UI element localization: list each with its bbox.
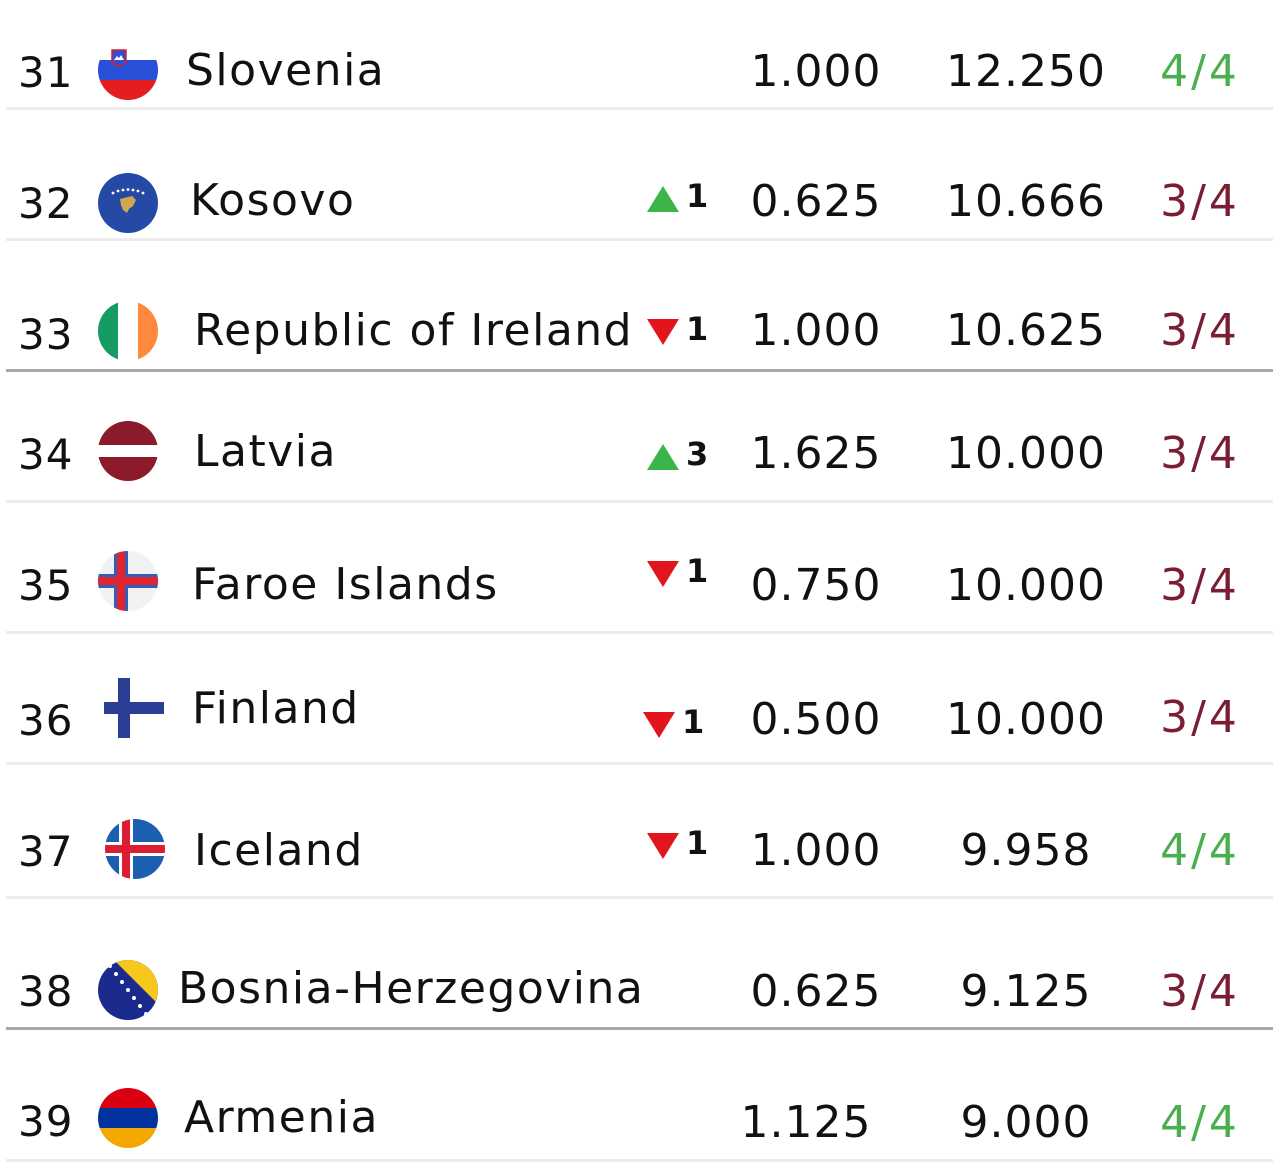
row-divider bbox=[6, 631, 1273, 634]
season-coefficient: 0.625 bbox=[750, 176, 882, 227]
movement-amount: 1 bbox=[682, 703, 705, 741]
season-coefficient: 0.625 bbox=[750, 966, 882, 1017]
total-coefficient: 9.125 bbox=[960, 966, 1092, 1017]
ireland-flag-icon bbox=[98, 301, 158, 361]
season-coefficient: 1.625 bbox=[750, 428, 882, 479]
table-row[interactable]: 38 Bosnia-Herzegovina 0.625 9.125 3/4 bbox=[0, 899, 1285, 1030]
rank-number: 31 bbox=[18, 48, 74, 97]
table-row[interactable]: 34 Latvia 3 1.625 10.000 3/4 bbox=[0, 372, 1285, 503]
armenia-flag-icon bbox=[98, 1088, 158, 1148]
rank-movement: 1 bbox=[646, 180, 708, 220]
teams-remaining: 3/4 bbox=[1160, 305, 1240, 356]
kosovo-flag-icon bbox=[98, 173, 158, 233]
team-name[interactable]: Faroe Islands bbox=[192, 559, 499, 610]
latvia-flag-icon bbox=[98, 421, 158, 481]
arrow-down-icon bbox=[646, 831, 680, 861]
total-coefficient: 12.250 bbox=[946, 46, 1106, 97]
teams-remaining: 4/4 bbox=[1160, 1097, 1240, 1148]
rank-number: 38 bbox=[18, 967, 74, 1016]
finland-flag-icon bbox=[104, 678, 164, 738]
season-coefficient: 1.000 bbox=[750, 46, 882, 97]
total-coefficient: 10.666 bbox=[946, 176, 1106, 227]
total-coefficient: 10.000 bbox=[946, 428, 1106, 479]
teams-remaining: 3/4 bbox=[1160, 692, 1240, 743]
team-name[interactable]: Finland bbox=[192, 683, 360, 734]
table-row[interactable]: 32 Kosovo 1 bbox=[0, 110, 1285, 241]
zone-divider bbox=[6, 369, 1273, 372]
movement-amount: 1 bbox=[686, 310, 709, 348]
table-row[interactable]: 39 Armenia 1.125 9.000 4/4 bbox=[0, 1030, 1285, 1162]
rank-movement: 1 bbox=[642, 706, 704, 746]
total-coefficient: 9.000 bbox=[960, 1097, 1092, 1148]
teams-remaining: 3/4 bbox=[1160, 176, 1240, 227]
arrow-up-icon bbox=[646, 184, 680, 214]
rank-number: 37 bbox=[18, 827, 74, 876]
teams-remaining: 3/4 bbox=[1160, 560, 1240, 611]
row-divider bbox=[6, 238, 1273, 241]
rank-number: 36 bbox=[18, 696, 74, 745]
arrow-down-icon bbox=[646, 559, 680, 589]
rank-number: 33 bbox=[18, 310, 74, 359]
total-coefficient: 9.958 bbox=[960, 825, 1092, 876]
rank-movement: 3 bbox=[646, 438, 708, 478]
season-coefficient: 1.125 bbox=[740, 1097, 872, 1148]
teams-remaining: 4/4 bbox=[1160, 46, 1240, 97]
row-divider bbox=[6, 762, 1273, 765]
movement-amount: 1 bbox=[686, 824, 709, 862]
rank-movement: 1 bbox=[646, 313, 708, 353]
total-coefficient: 10.000 bbox=[946, 694, 1106, 745]
table-row[interactable]: 33 Republic of Ireland 1 1.000 10.625 3/… bbox=[0, 241, 1285, 372]
rank-movement: 1 bbox=[646, 827, 708, 867]
row-divider bbox=[6, 500, 1273, 503]
arrow-up-icon bbox=[646, 442, 680, 472]
season-coefficient: 1.000 bbox=[750, 305, 882, 356]
movement-amount: 1 bbox=[686, 177, 709, 215]
team-name[interactable]: Latvia bbox=[194, 426, 337, 477]
table-row[interactable]: 36 Finland 1 0.500 10.000 3/4 bbox=[0, 634, 1285, 765]
rank-number: 39 bbox=[18, 1097, 74, 1146]
team-name[interactable]: Bosnia-Herzegovina bbox=[178, 963, 645, 1014]
row-divider bbox=[6, 1159, 1273, 1162]
season-coefficient: 0.500 bbox=[750, 694, 882, 745]
team-name[interactable]: Slovenia bbox=[186, 45, 386, 96]
teams-remaining: 3/4 bbox=[1160, 966, 1240, 1017]
slovenia-flag-icon bbox=[98, 40, 158, 100]
table-row[interactable]: 35 Faroe Islands 1 0.750 10.000 3/4 bbox=[0, 503, 1285, 634]
row-divider bbox=[6, 107, 1273, 110]
teams-remaining: 3/4 bbox=[1160, 428, 1240, 479]
team-name[interactable]: Iceland bbox=[194, 825, 364, 876]
bosnia-herzegovina-flag-icon bbox=[98, 960, 158, 1020]
total-coefficient: 10.000 bbox=[946, 560, 1106, 611]
movement-amount: 3 bbox=[686, 435, 709, 473]
table-row[interactable]: 37 Iceland 1 1.000 9.958 4/4 bbox=[0, 765, 1285, 899]
rank-number: 32 bbox=[18, 179, 74, 228]
faroe-islands-flag-icon bbox=[98, 551, 158, 611]
team-name[interactable]: Republic of Ireland bbox=[194, 305, 634, 356]
team-name[interactable]: Armenia bbox=[184, 1092, 379, 1143]
movement-amount: 1 bbox=[686, 552, 709, 590]
team-name[interactable]: Kosovo bbox=[190, 175, 356, 226]
season-coefficient: 1.000 bbox=[750, 825, 882, 876]
rank-number: 34 bbox=[18, 430, 74, 479]
iceland-flag-icon bbox=[105, 819, 165, 879]
rank-number: 35 bbox=[18, 561, 74, 610]
table-row[interactable]: 31 Slovenia 1.000 12.250 4/4 bbox=[0, 0, 1285, 110]
arrow-down-icon bbox=[646, 317, 680, 347]
teams-remaining: 4/4 bbox=[1160, 825, 1240, 876]
season-coefficient: 0.750 bbox=[750, 560, 882, 611]
rank-movement: 1 bbox=[646, 555, 708, 595]
zone-divider bbox=[6, 1027, 1273, 1030]
row-divider bbox=[6, 896, 1273, 899]
arrow-down-icon bbox=[642, 710, 676, 740]
total-coefficient: 10.625 bbox=[946, 305, 1106, 356]
